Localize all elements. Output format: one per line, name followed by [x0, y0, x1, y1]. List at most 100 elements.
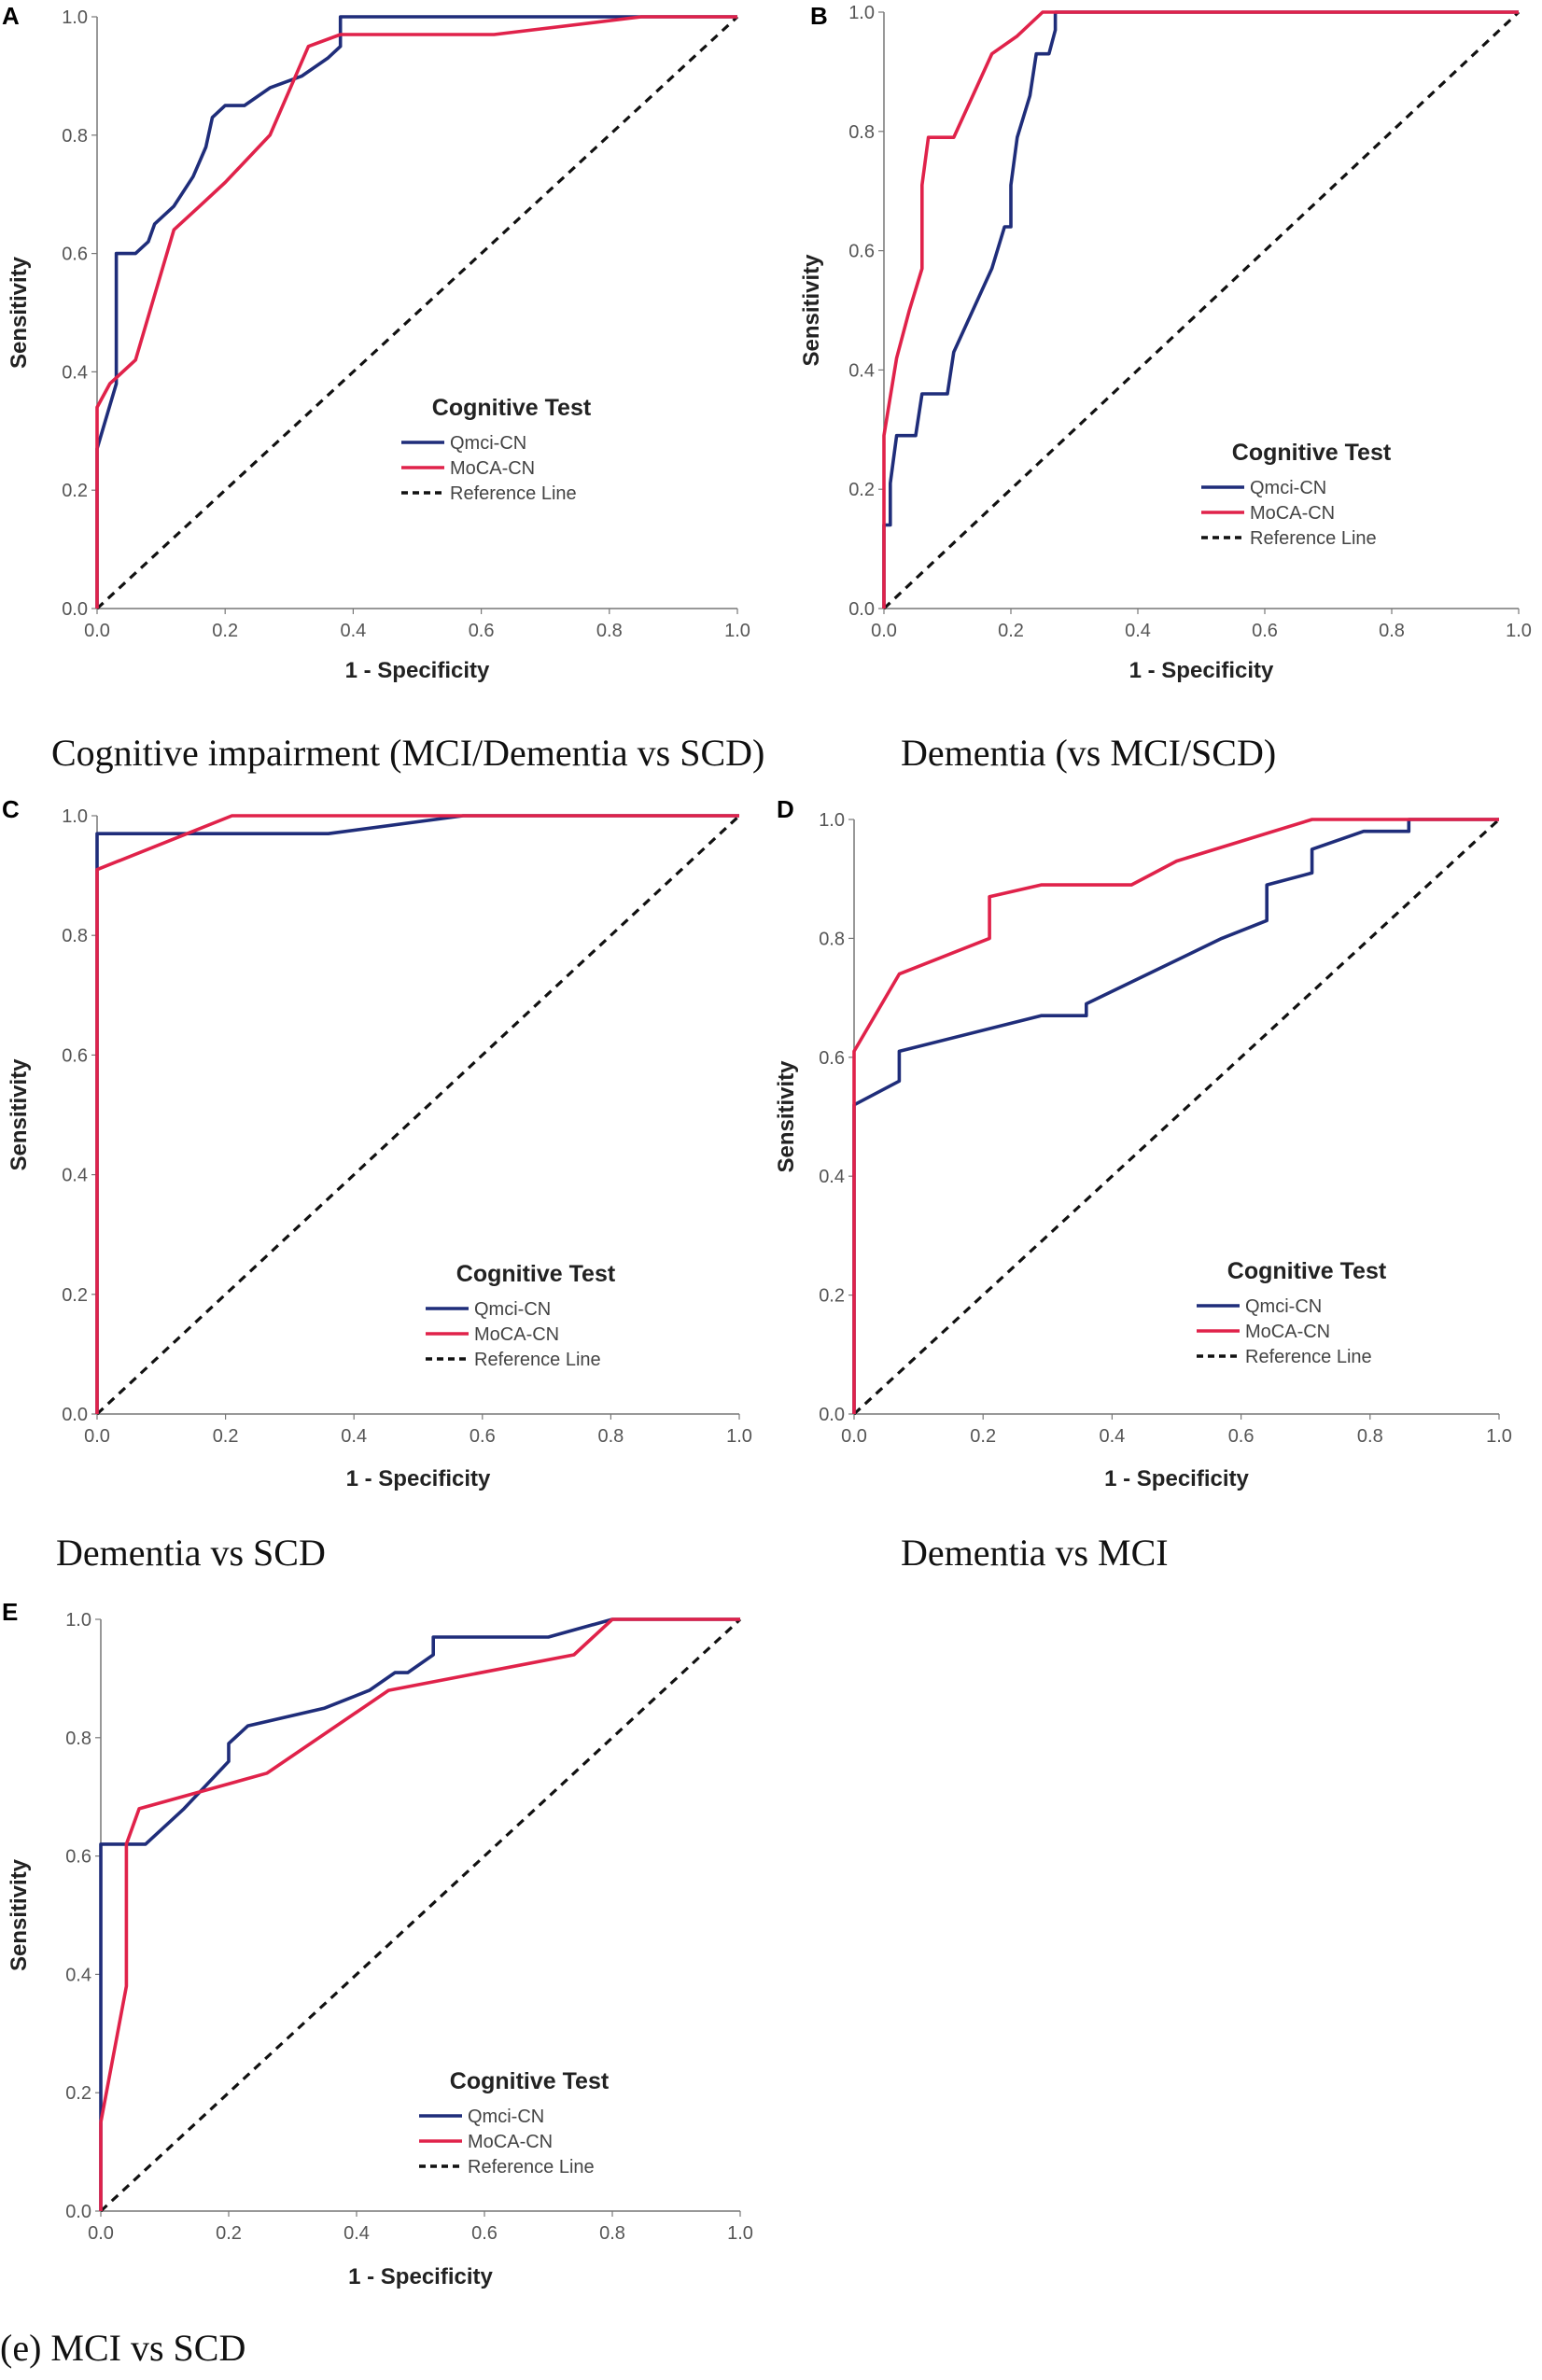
y-axis-label: Sensitivity [7, 1858, 32, 1971]
y-axis-label: Sensitivity [799, 254, 824, 367]
x-tick-label: 0.2 [213, 1426, 239, 1447]
y-tick-label: 0.4 [62, 362, 88, 383]
x-tick-label: 0.0 [841, 1426, 867, 1447]
x-tick-label: 0.4 [1099, 1426, 1125, 1447]
legend-label-qmci: Qmci-CN [468, 2107, 544, 2127]
x-tick-label: 0.2 [998, 621, 1024, 641]
legend-label-reference: Reference Line [1245, 1347, 1372, 1367]
panel-e: E 0.0 0.0 0.2 0.2 0.4 0.4 0.6 0.6 0.8 0.8 1.0 1.0 1 -… [0, 1596, 784, 2305]
caption-b: Dementia (vs MCI/SCD) [901, 732, 1277, 774]
y-tick-label: 1.0 [848, 3, 875, 23]
x-tick-label: 0.4 [340, 621, 366, 641]
y-tick-label: 0.8 [62, 126, 88, 147]
y-tick-label: 0.4 [819, 1167, 845, 1187]
legend-label-qmci: Qmci-CN [1245, 1296, 1322, 1317]
y-axis-label: Sensitivity [7, 256, 32, 369]
roc-chart-e: E 0.00.0 0.2 0.2 0.4 0.4 0.6 0.6 0.8 0.8 1.0 1.0 1 -… [2, 1598, 753, 2289]
y-tick-label: 0.8 [65, 1729, 91, 1749]
y-axis-label: Sensitivity [774, 1060, 799, 1173]
legend-title: Cognitive Test [450, 2068, 610, 2094]
legend-label-reference: Reference Line [474, 1350, 601, 1370]
y-tick-label: 0.0 [62, 1405, 88, 1425]
y-tick-label: 0.2 [848, 480, 875, 500]
y-tick-label: 1.0 [62, 806, 88, 827]
panel-d: D 0.0 0.0 0.2 0.2 0.4 0.4 0.6 0.6 0.8 0.8 1.0 1.0 1 -… [765, 793, 1542, 1521]
y-tick-label: 0.8 [819, 929, 845, 949]
legend-title: Cognitive Test [1232, 440, 1392, 466]
x-tick-label: 1.0 [726, 1426, 752, 1447]
x-tick-label: 0.0 [88, 2223, 114, 2244]
x-axis-label: 1 - Specificity [1104, 1466, 1249, 1491]
x-axis-label: 1 - Specificity [346, 1466, 491, 1491]
legend-label-moca: MoCA-CN [1245, 1322, 1330, 1342]
x-tick-label: 0.6 [471, 2223, 498, 2244]
x-tick-label: 0.2 [970, 1426, 996, 1447]
y-tick-label: 0.0 [65, 2202, 91, 2222]
panel-letter: A [2, 2, 20, 30]
y-tick-label: 0.6 [819, 1048, 845, 1069]
series-line-moca [95, 15, 737, 609]
x-tick-label: 0.8 [1379, 621, 1405, 641]
x-axis-label: 1 - Specificity [345, 658, 490, 683]
caption-d: Dementia vs MCI [901, 1532, 1169, 1574]
series-line-moca [99, 1617, 740, 2211]
roc-chart-a: A 0.00.0 0.2 0.2 0.4 0.4 0.6 0.6 0.8 0.8 1.0 1.0 1 -… [2, 2, 750, 683]
y-tick-label: 0.4 [62, 1166, 88, 1186]
roc-chart-c: C 0.00.0 0.2 0.2 0.4 0.4 0.6 0.6 0.8 0.8 1.0 1.0 1 -… [2, 795, 752, 1491]
panel-letter: B [810, 2, 828, 30]
y-tick-label: 0.0 [819, 1405, 845, 1425]
legend-title: Cognitive Test [432, 395, 592, 421]
y-tick-label: 0.0 [848, 599, 875, 620]
series-line-reference [95, 814, 741, 1416]
x-tick-label: 0.8 [599, 2223, 625, 2244]
y-tick-label: 1.0 [62, 7, 88, 28]
y-tick-label: 0.6 [62, 245, 88, 265]
x-tick-label: 1.0 [1486, 1426, 1512, 1447]
x-tick-label: 1.0 [1506, 621, 1532, 641]
y-tick-label: 0.8 [62, 926, 88, 946]
series-line-reference [882, 10, 1521, 610]
series-line-moca [852, 818, 1499, 1414]
y-tick-label: 1.0 [819, 810, 845, 831]
x-tick-label: 0.0 [84, 621, 110, 641]
x-tick-label: 0.2 [212, 621, 238, 641]
x-tick-label: 0.6 [1228, 1426, 1255, 1447]
x-tick-label: 0.4 [1125, 621, 1151, 641]
y-tick-label: 0.6 [65, 1847, 91, 1868]
x-axis-label: 1 - Specificity [1129, 658, 1274, 683]
y-tick-label: 0.4 [848, 360, 875, 381]
legend-title: Cognitive Test [1227, 1258, 1387, 1284]
series-line-qmci [99, 1617, 740, 2211]
caption-a: Cognitive impairment (MCI/Dementia vs SC… [51, 732, 765, 774]
x-tick-label: 0.4 [341, 1426, 367, 1447]
legend-label-moca: MoCA-CN [468, 2132, 553, 2152]
legend-label-qmci: Qmci-CN [474, 1299, 551, 1320]
y-tick-label: 0.2 [65, 2083, 91, 2104]
x-tick-label: 0.0 [871, 621, 897, 641]
legend-label-qmci: Qmci-CN [1250, 478, 1326, 498]
legend-label-reference: Reference Line [468, 2157, 595, 2177]
x-tick-label: 0.6 [470, 1426, 496, 1447]
caption-c: Dementia vs SCD [56, 1532, 326, 1574]
series-line-reference [99, 1617, 742, 2213]
series-line-reference [852, 818, 1501, 1416]
panel-c: C 0.0 0.0 0.2 0.2 0.4 0.4 0.6 0.6 0.8 0.8 1.0 1.0 1 -… [0, 793, 784, 1521]
panel-letter: D [777, 795, 794, 823]
y-tick-label: 0.6 [848, 242, 875, 262]
y-tick-label: 1.0 [65, 1610, 91, 1631]
legend-label-moca: MoCA-CN [1250, 503, 1335, 524]
series-line-qmci [95, 15, 737, 609]
panel-b: B 0.0 0.0 0.2 0.2 0.4 0.4 0.6 0.6 0.8 0.8 1.0 1.0 1 -… [789, 0, 1542, 691]
y-tick-label: 0.4 [65, 1965, 91, 1985]
y-axis-label: Sensitivity [7, 1058, 32, 1171]
x-tick-label: 0.0 [84, 1426, 110, 1447]
legend-label-reference: Reference Line [450, 483, 577, 504]
legend-label-qmci: Qmci-CN [450, 433, 526, 454]
x-tick-label: 0.8 [597, 1426, 624, 1447]
x-tick-label: 0.6 [469, 621, 495, 641]
y-tick-label: 0.2 [62, 481, 88, 501]
panel-letter: E [2, 1598, 18, 1626]
caption-e: (e) MCI vs SCD [0, 2327, 246, 2369]
x-tick-label: 0.8 [1357, 1426, 1383, 1447]
y-tick-label: 0.2 [819, 1286, 845, 1307]
